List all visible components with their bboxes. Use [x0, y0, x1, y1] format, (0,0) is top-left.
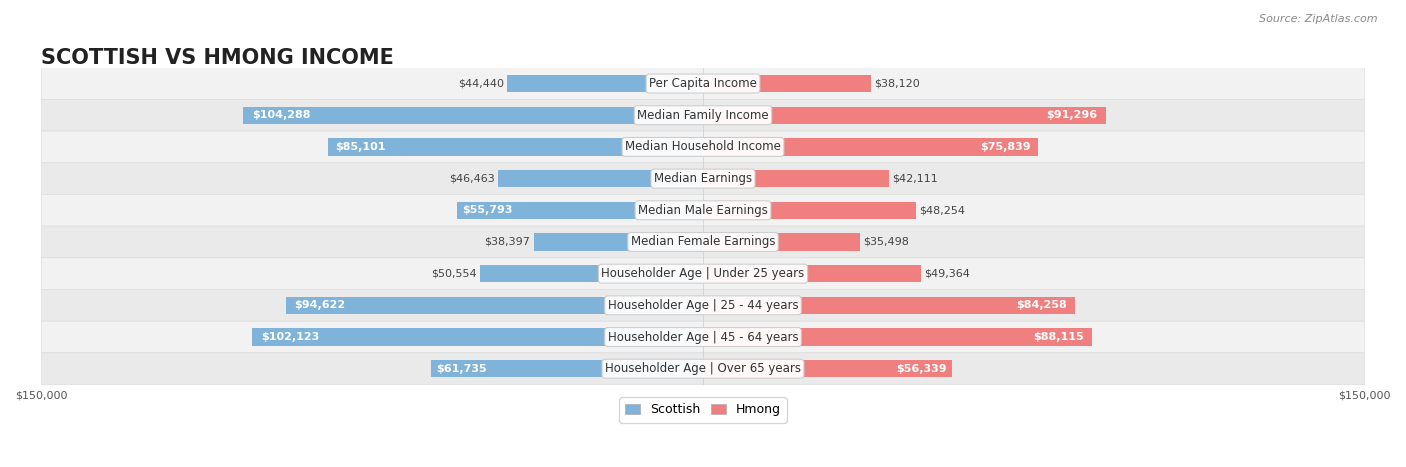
Bar [703, 328, 1091, 346]
Text: $102,123: $102,123 [262, 332, 319, 342]
Text: Median Female Earnings: Median Female Earnings [631, 235, 775, 248]
Bar [703, 265, 921, 283]
Text: Householder Age | Under 25 years: Householder Age | Under 25 years [602, 267, 804, 280]
Bar [508, 75, 703, 92]
FancyBboxPatch shape [41, 258, 1365, 290]
Bar [479, 265, 703, 283]
Bar [703, 138, 1038, 156]
FancyBboxPatch shape [41, 353, 1365, 384]
Bar [703, 106, 1105, 124]
Text: $91,296: $91,296 [1046, 110, 1098, 120]
Bar [253, 328, 703, 346]
Text: SCOTTISH VS HMONG INCOME: SCOTTISH VS HMONG INCOME [41, 48, 394, 68]
Text: $88,115: $88,115 [1033, 332, 1084, 342]
Bar [498, 170, 703, 187]
Legend: Scottish, Hmong: Scottish, Hmong [619, 397, 787, 423]
Bar [703, 202, 915, 219]
Text: $48,254: $48,254 [920, 205, 965, 215]
FancyBboxPatch shape [41, 68, 1365, 99]
Text: $44,440: $44,440 [457, 78, 503, 89]
Text: $75,839: $75,839 [980, 142, 1031, 152]
FancyBboxPatch shape [41, 226, 1365, 258]
Text: $38,397: $38,397 [485, 237, 530, 247]
Text: Median Earnings: Median Earnings [654, 172, 752, 185]
Text: Householder Age | Over 65 years: Householder Age | Over 65 years [605, 362, 801, 375]
Text: $61,735: $61,735 [436, 364, 486, 374]
Bar [430, 360, 703, 377]
Text: Householder Age | 45 - 64 years: Householder Age | 45 - 64 years [607, 331, 799, 344]
Text: $94,622: $94,622 [294, 300, 344, 311]
Bar [328, 138, 703, 156]
Text: $42,111: $42,111 [891, 174, 938, 184]
Text: $46,463: $46,463 [449, 174, 495, 184]
Bar [534, 233, 703, 251]
Bar [703, 233, 859, 251]
FancyBboxPatch shape [41, 99, 1365, 131]
Text: $50,554: $50,554 [432, 269, 477, 279]
Text: $85,101: $85,101 [335, 142, 385, 152]
Text: Median Household Income: Median Household Income [626, 141, 780, 153]
FancyBboxPatch shape [41, 321, 1365, 353]
FancyBboxPatch shape [41, 163, 1365, 194]
Bar [243, 106, 703, 124]
Text: $84,258: $84,258 [1017, 300, 1067, 311]
Text: $104,288: $104,288 [252, 110, 311, 120]
FancyBboxPatch shape [41, 290, 1365, 321]
Bar [703, 75, 872, 92]
FancyBboxPatch shape [41, 131, 1365, 163]
Text: $55,793: $55,793 [461, 205, 512, 215]
Text: Householder Age | 25 - 44 years: Householder Age | 25 - 44 years [607, 299, 799, 312]
Text: $38,120: $38,120 [875, 78, 921, 89]
Text: $35,498: $35,498 [863, 237, 908, 247]
Bar [703, 297, 1074, 314]
Bar [703, 360, 952, 377]
Text: $49,364: $49,364 [924, 269, 970, 279]
Bar [285, 297, 703, 314]
Bar [457, 202, 703, 219]
Text: Median Family Income: Median Family Income [637, 109, 769, 122]
Text: Median Male Earnings: Median Male Earnings [638, 204, 768, 217]
Text: $56,339: $56,339 [896, 364, 946, 374]
Text: Per Capita Income: Per Capita Income [650, 77, 756, 90]
Bar [703, 170, 889, 187]
Text: Source: ZipAtlas.com: Source: ZipAtlas.com [1260, 14, 1378, 24]
FancyBboxPatch shape [41, 194, 1365, 226]
